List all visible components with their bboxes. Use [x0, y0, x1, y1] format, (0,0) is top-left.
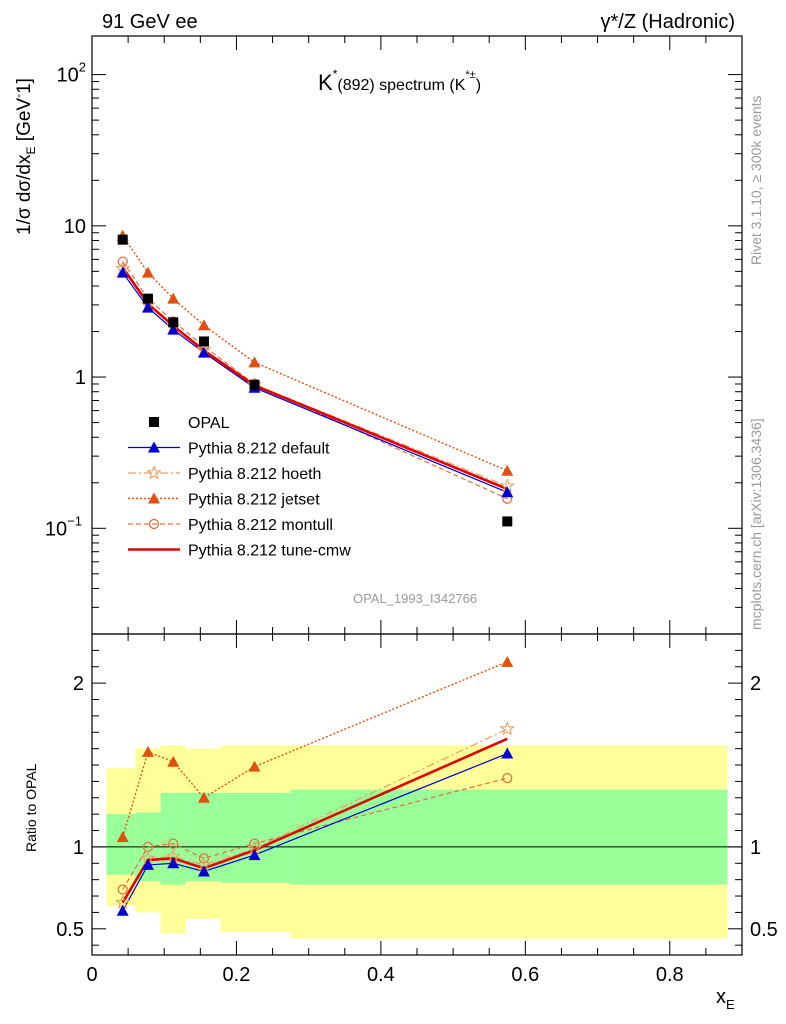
- y-tick-label: 10: [64, 216, 86, 238]
- ratio-line-jetset: [122, 661, 508, 838]
- ratio-point-montull: [117, 884, 128, 895]
- x-tick-label: 0.6: [511, 964, 539, 986]
- ratio-point-montull: [168, 838, 179, 849]
- ratio-point-jetset: [248, 760, 261, 772]
- ratio-line-default: [122, 753, 508, 912]
- header-right-label: γ*/Z (Hadronic): [601, 11, 735, 33]
- title-sup: *: [333, 67, 338, 81]
- band-inner: [220, 792, 291, 883]
- ratio-y-tick-label-right: 1: [750, 837, 761, 859]
- title-main: K: [318, 70, 333, 95]
- ratio-point-montull: [249, 838, 260, 849]
- point-jetset: [501, 464, 514, 476]
- point-jetset: [197, 319, 210, 331]
- x-tick-label: 0.2: [223, 964, 251, 986]
- header-left-label: 91 GeV ee: [102, 11, 198, 33]
- ratio-point-hoeth: [499, 720, 515, 736]
- axes: 102 10 1 10−1 2 2 1 1 0.5 0.5 0 0.2 0.4 0.6 0.8: [45, 35, 778, 986]
- series-line-default: [122, 272, 508, 493]
- legend-marker-default: [148, 441, 160, 453]
- band-inner: [106, 814, 136, 875]
- ratio-y-tick-label: 2: [73, 673, 84, 695]
- title-sup2: *±: [465, 69, 475, 81]
- ratio-point-default: [501, 747, 514, 759]
- watermark-label: OPAL_1993_I342766: [353, 591, 477, 606]
- legend-marker-montull: [148, 518, 160, 530]
- ratio-line-hoeth: [122, 728, 508, 903]
- ratio-point-jetset: [141, 745, 154, 757]
- x-tick-label: 0.8: [656, 964, 684, 986]
- chart-title: K*(892) spectrum (K*±): [318, 67, 481, 95]
- legend-marker-data: [149, 417, 159, 427]
- ratio-point-default: [197, 865, 210, 877]
- legend-label-hoeth: Pythia 8.212 hoeth: [188, 466, 321, 483]
- x-axis-label: xE: [716, 986, 735, 1012]
- legend-label-data: OPAL: [188, 415, 230, 432]
- legend-label-jetset: Pythia 8.212 jetset: [188, 492, 320, 509]
- point-default: [167, 323, 180, 335]
- legend-marker-jetset: [148, 492, 160, 504]
- legend-label-montull: Pythia 8.212 montull: [188, 517, 333, 534]
- ratio-point-montull: [198, 853, 210, 864]
- ratio-point-default: [167, 857, 180, 869]
- ratio-point-jetset: [116, 831, 129, 843]
- point-jetset: [167, 292, 180, 304]
- band-inner: [185, 792, 221, 882]
- ratio-line-montull: [122, 777, 508, 890]
- y-tick-label: 102: [57, 60, 86, 87]
- ratio-point-montull: [502, 772, 513, 784]
- ratio-y-tick-label-right: 0.5: [750, 919, 778, 941]
- ratio-point-jetset: [501, 655, 514, 667]
- legend-marker-hoeth: [146, 464, 162, 480]
- point-data: [502, 516, 513, 527]
- ratio-y-tick-label: 0.5: [56, 919, 84, 941]
- point-default: [141, 301, 154, 313]
- point-jetset: [248, 356, 261, 368]
- series-line-jetset: [122, 235, 508, 472]
- series-markers: [115, 229, 515, 916]
- point-data: [249, 379, 260, 390]
- ratio-point-jetset: [197, 791, 210, 803]
- ratio-uncertainty-bands: [106, 745, 728, 939]
- y-tick-label: 10−1: [45, 513, 82, 540]
- point-default: [116, 266, 129, 278]
- point-montull: [117, 256, 128, 267]
- point-data: [142, 293, 153, 304]
- legend-label-tune_cmw: Pythia 8.212 tune-cmw: [188, 543, 351, 560]
- ratio-point-default: [116, 904, 129, 916]
- legend-label-default: Pythia 8.212 default: [188, 441, 330, 458]
- x-tick-label: 0: [86, 964, 97, 986]
- rivet-side-label: Rivet 3.1.10, ≥ 300k events: [748, 95, 764, 265]
- ratio-point-jetset: [167, 755, 180, 767]
- title-sub: (892) spectrum (K: [337, 77, 465, 94]
- ratio-point-default: [248, 849, 261, 861]
- legend: OPAL Pythia 8.212 default Pythia 8.212 hoe…: [128, 415, 351, 560]
- point-data: [117, 234, 128, 245]
- band-inner: [290, 789, 728, 885]
- y-axis-label-top: 1/σ dσ/dxE [GeV-1]: [11, 78, 38, 235]
- y-axis-label-ratio: Ratio to OPAL: [23, 763, 39, 852]
- mcplots-side-label: mcplots.cern.ch [arXiv:1306.3436]: [748, 418, 764, 630]
- point-data: [198, 336, 209, 347]
- title-end: ): [476, 77, 481, 94]
- point-default: [197, 346, 210, 358]
- point-data: [168, 317, 179, 328]
- ratio-point-default: [141, 858, 154, 870]
- y-tick-label: 1: [75, 367, 86, 389]
- point-default: [501, 486, 514, 498]
- ratio-y-tick-label-right: 2: [750, 673, 761, 695]
- ratio-y-tick-label: 1: [73, 837, 84, 859]
- x-tick-label: 0.4: [367, 964, 395, 986]
- point-jetset: [141, 266, 154, 278]
